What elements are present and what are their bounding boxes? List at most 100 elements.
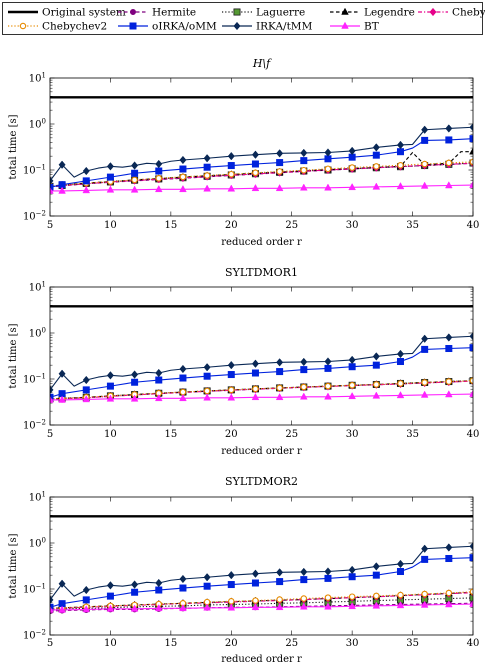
x-tick-label: 25: [285, 220, 298, 231]
data-point: [300, 576, 308, 584]
data-point: [276, 568, 284, 577]
data-point: [106, 162, 114, 171]
series-irka-tmm: [50, 542, 473, 605]
data-point: [300, 166, 308, 174]
legend-item-legendre: Legendre: [330, 7, 415, 19]
legend-item-laguerre: Laguerre: [222, 7, 305, 19]
data-point: [251, 569, 259, 578]
data-point: [155, 368, 163, 378]
data-point: [348, 573, 356, 581]
data-point: [421, 345, 429, 353]
data-point: [155, 376, 163, 384]
data-point: [275, 602, 284, 611]
data-point: [203, 372, 211, 380]
data-point: [445, 555, 453, 563]
x-tick-label: 35: [406, 429, 419, 440]
data-point: [348, 183, 356, 191]
data-point: [372, 601, 381, 609]
data-point: [203, 573, 211, 582]
data-point: [179, 584, 187, 592]
data-point: [348, 602, 356, 610]
data-point: [421, 136, 429, 144]
data-point: [131, 588, 139, 596]
x-tick-label: 15: [164, 220, 177, 231]
data-point: [203, 582, 211, 590]
legend-swatch-marker: [130, 9, 137, 16]
data-point: [445, 543, 453, 552]
data-point: [251, 150, 259, 159]
data-point: [397, 380, 404, 387]
legend-label: Hermite: [152, 7, 196, 19]
data-point: [324, 183, 332, 191]
data-point: [276, 578, 284, 586]
series-oirka-omm: [50, 344, 473, 401]
data-point: [130, 185, 139, 193]
data-point: [396, 140, 405, 150]
data-point: [396, 391, 405, 399]
data-point: [397, 161, 404, 169]
chart-title: SYLTDMOR2: [225, 475, 298, 488]
data-point: [130, 604, 139, 612]
data-point: [324, 165, 332, 173]
data-point: [227, 162, 235, 170]
y-tick-label: 100: [29, 327, 46, 340]
x-tick-label: 25: [285, 638, 298, 649]
data-point: [324, 364, 332, 372]
data-point: [324, 148, 332, 157]
data-point: [179, 394, 187, 402]
data-point: [155, 586, 163, 594]
data-point: [203, 184, 211, 192]
x-tick-label: 10: [104, 429, 117, 440]
data-point: [372, 361, 380, 369]
data-point: [299, 392, 308, 400]
legend-item-chebychev2: Chebychev2: [8, 21, 107, 33]
plot-frame: [49, 77, 474, 217]
data-point: [82, 605, 91, 613]
data-point: [396, 182, 405, 190]
legend-label: Legendre: [364, 7, 415, 19]
data-point: [276, 358, 284, 367]
data-point: [179, 374, 187, 382]
y-tick-label: 10−2: [23, 629, 46, 642]
legend-item-bt: BT: [330, 21, 379, 33]
data-point: [227, 184, 236, 192]
y-axis-label: total time [s]: [8, 114, 19, 179]
data-point: [82, 596, 90, 604]
data-point: [324, 594, 332, 601]
data-point: [58, 369, 66, 378]
data-point: [251, 579, 259, 587]
data-point: [228, 598, 235, 605]
data-point: [421, 379, 428, 386]
y-tick-label: 101: [29, 72, 46, 85]
data-point: [131, 161, 139, 170]
data-point: [445, 181, 453, 189]
data-point: [372, 143, 380, 152]
data-point: [300, 383, 308, 391]
series-group: [50, 96, 473, 194]
series-chebychev2: [50, 158, 473, 190]
data-point: [445, 390, 453, 398]
data-point: [348, 593, 356, 600]
data-point: [106, 581, 114, 590]
data-point: [396, 349, 405, 359]
x-tick-label: 40: [467, 429, 480, 440]
data-point: [469, 147, 473, 155]
data-point: [82, 186, 91, 194]
data-point: [252, 385, 259, 393]
x-tick-label: 10: [104, 220, 117, 231]
data-point: [251, 369, 259, 377]
data-point: [227, 371, 235, 379]
data-point: [227, 360, 235, 370]
y-tick-label: 10−2: [23, 419, 46, 432]
data-point: [82, 585, 90, 595]
data-point: [348, 146, 356, 156]
data-point: [421, 160, 428, 168]
plot-frame: [49, 496, 474, 636]
legend-label: Laguerre: [256, 7, 305, 19]
data-point: [276, 368, 284, 376]
data-point: [227, 570, 235, 580]
x-tick-label: 20: [225, 429, 238, 440]
legend-swatch-marker: [129, 22, 137, 30]
x-tick-label: 15: [164, 429, 177, 440]
